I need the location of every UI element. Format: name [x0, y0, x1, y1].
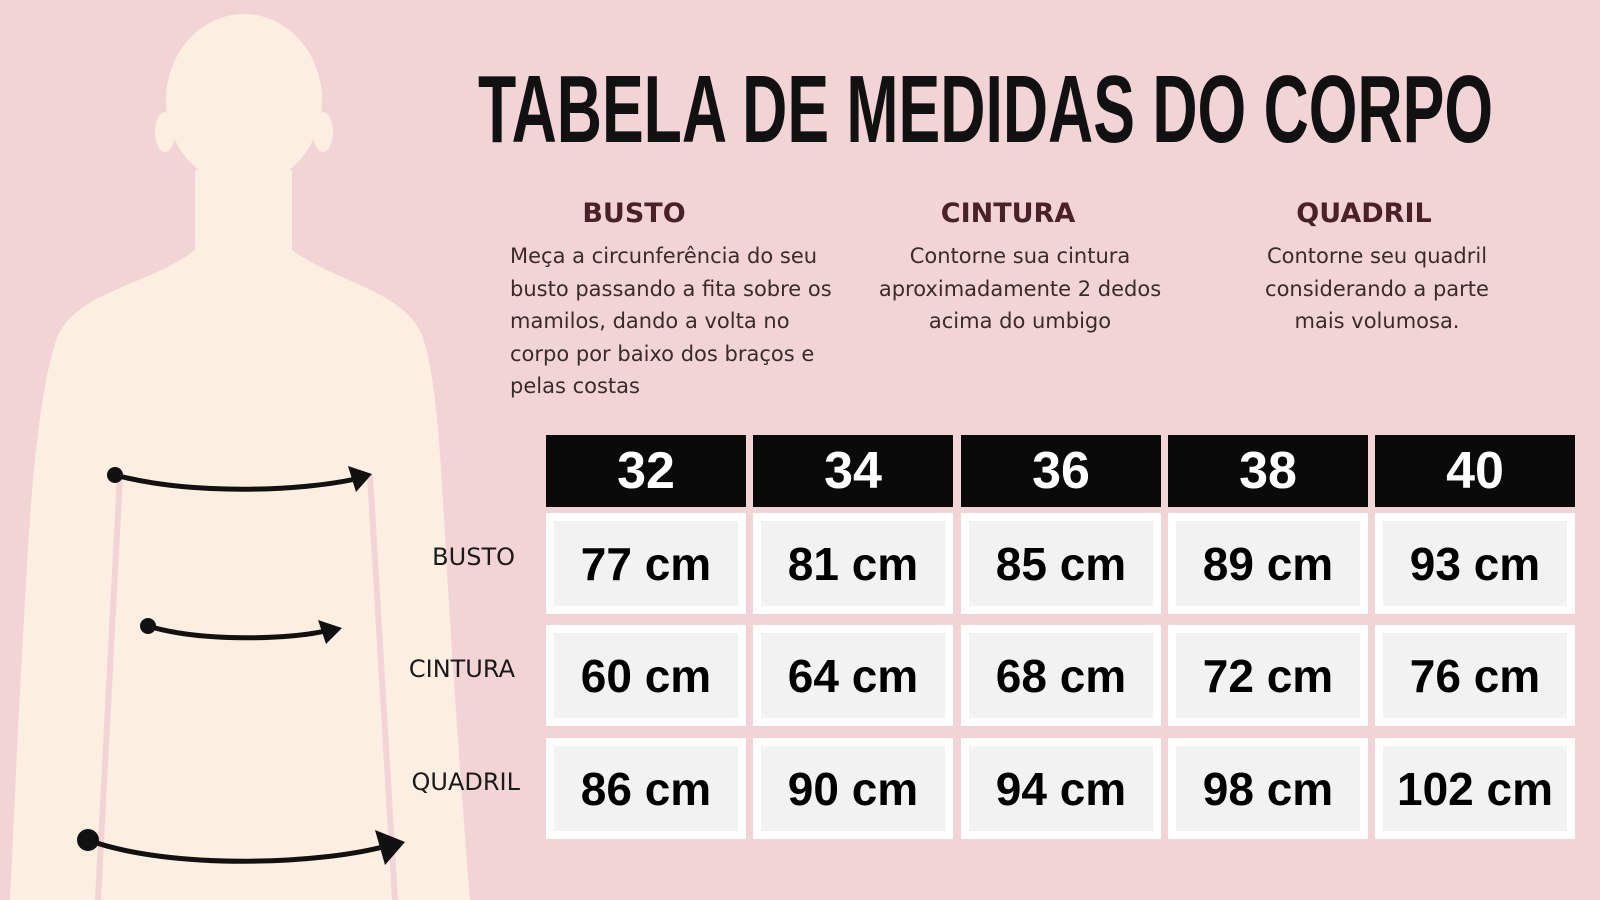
desc-text: Meça a circunferência do seu busto passa… [510, 244, 832, 398]
cell-value: 89 cm [1176, 521, 1360, 606]
cell-value: 94 cm [969, 746, 1153, 831]
desc-heading: BUSTO [582, 198, 686, 229]
desc-text: Contorne seu quadril considerando a part… [1265, 244, 1489, 333]
cell: 94 cm [961, 738, 1161, 839]
arrows [87, 472, 391, 864]
arrow-heads [77, 466, 405, 865]
cell: 81 cm [753, 513, 953, 614]
cell: 64 cm [753, 625, 953, 726]
size-header: 36 [961, 435, 1161, 507]
row-label: QUADRIL [411, 768, 520, 796]
cell-value: 72 cm [1176, 633, 1360, 718]
desc-heading: CINTURA [940, 198, 1076, 229]
cell-value: 77 cm [554, 521, 738, 606]
cell-value: 86 cm [554, 746, 738, 831]
size-header: 34 [753, 435, 953, 507]
desc-text: Contorne sua cintura aproximadamente 2 d… [878, 244, 1162, 333]
ear [313, 112, 333, 152]
arm-gap [95, 474, 398, 900]
cell: 86 cm [546, 738, 746, 839]
size-header: 32 [546, 435, 746, 507]
cell-value: 93 cm [1383, 521, 1567, 606]
ear [155, 112, 175, 152]
cell: 90 cm [753, 738, 953, 839]
size-header: 40 [1375, 435, 1575, 507]
title-box: TABELA DE MEDIDAS DO CORPO [478, 56, 1493, 160]
title: TABELA DE MEDIDAS DO CORPO [478, 56, 1493, 160]
cell-value: 60 cm [554, 633, 738, 718]
cell: 98 cm [1168, 738, 1368, 839]
silhouette [10, 14, 470, 900]
cell-value: 85 cm [969, 521, 1153, 606]
cell: 102 cm [1375, 738, 1575, 839]
row-label: BUSTO [432, 543, 515, 571]
cell: 72 cm [1168, 625, 1368, 726]
cell: 77 cm [546, 513, 746, 614]
size-header: 38 [1168, 435, 1368, 507]
cell: 85 cm [961, 513, 1161, 614]
cell: 76 cm [1375, 625, 1575, 726]
cell-value: 81 cm [761, 521, 945, 606]
body [10, 170, 470, 900]
cell-value: 64 cm [761, 633, 945, 718]
cell-value: 90 cm [761, 746, 945, 831]
cell-value: 68 cm [969, 633, 1153, 718]
cell-value: 98 cm [1176, 746, 1360, 831]
cell: 93 cm [1375, 513, 1575, 614]
cell-value: 102 cm [1383, 746, 1567, 831]
cell: 89 cm [1168, 513, 1368, 614]
desc-heading: QUADRIL [1296, 198, 1432, 229]
cell: 68 cm [961, 625, 1161, 726]
cell-value: 76 cm [1383, 633, 1567, 718]
head [166, 14, 322, 186]
row-label: CINTURA [408, 655, 515, 683]
cell: 60 cm [546, 625, 746, 726]
